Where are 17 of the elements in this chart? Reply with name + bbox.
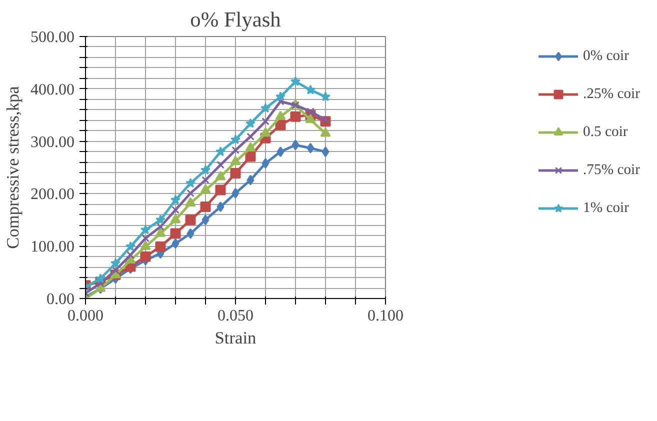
- y-tick-label: 300.00: [30, 134, 74, 151]
- y-axis-title: Compressive stress,kpa: [4, 86, 22, 249]
- y-tick-label: 0.00: [46, 291, 74, 308]
- x-tick-label: 0.100: [368, 308, 404, 324]
- y-tick-label: 500.00: [30, 29, 74, 46]
- legend-label: .25% coir: [583, 86, 640, 102]
- legend-label: 0.5 coir: [583, 124, 628, 140]
- y-tick-label: 100.00: [30, 238, 74, 256]
- x-axis-title: Strain: [214, 328, 257, 348]
- y-tick-label: 200.00: [30, 186, 74, 204]
- y-tick-label: 400.00: [30, 81, 74, 98]
- legend-label: 1% coir: [583, 200, 630, 216]
- chart-title: o% Flyash: [190, 8, 282, 32]
- legend-label: .75% coir: [583, 162, 640, 178]
- x-tick-label: 0.000: [68, 308, 104, 324]
- legend-label: 0% coir: [583, 48, 630, 64]
- x-tick-label: 0.050: [218, 308, 254, 324]
